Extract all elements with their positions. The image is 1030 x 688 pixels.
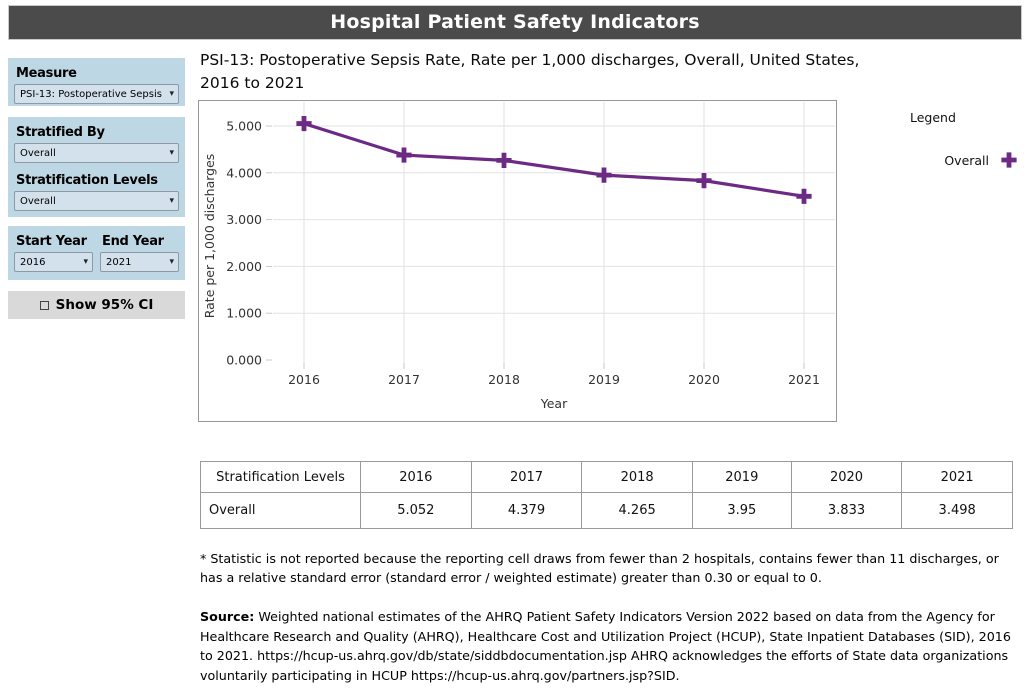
svg-text:2018: 2018 [488, 372, 520, 387]
stratified-by-select-value: Overall [20, 147, 56, 159]
svg-text:0.000: 0.000 [226, 353, 262, 368]
table-header-cell: 2020 [790, 461, 903, 493]
svg-text:3.000: 3.000 [226, 212, 262, 227]
footnote: * Statistic is not reported because the … [200, 551, 999, 585]
show-ci-label: Show 95% CI [55, 297, 154, 313]
table-cell: 3.95 [691, 492, 792, 529]
table-header-cell: 2021 [901, 461, 1013, 493]
ci-checkbox[interactable] [39, 300, 49, 310]
legend: Legend Overall [893, 110, 1025, 169]
start-year-select[interactable]: 2016 ▾ [14, 252, 93, 272]
data-point-marker [796, 188, 812, 204]
table-header-cell: 2016 [360, 461, 472, 493]
chart-canvas: 2016 2017 2018 2019 2020 2021 0.000 1.000 2.000 3… [202, 102, 835, 411]
table-cell: 5.052 [360, 492, 472, 529]
svg-text:Year: Year [540, 396, 568, 411]
start-year-select-value: 2016 [20, 256, 46, 268]
legend-title: Legend [910, 110, 956, 125]
measure-label: Measure [16, 66, 77, 81]
stratified-by-label: Stratified By [16, 125, 105, 140]
table-cell: 3.833 [790, 492, 903, 529]
table-cell: 3.498 [901, 492, 1013, 529]
table-cell: Overall [200, 492, 361, 529]
measure-panel: Measure PSI-13: Postoperative Sepsis ...… [8, 58, 185, 106]
stratification-levels-select[interactable]: Overall ▾ [14, 191, 179, 211]
svg-text:2021: 2021 [788, 372, 820, 387]
app-title-bar: Hospital Patient Safety Indicators [8, 5, 1022, 40]
data-point-marker [396, 147, 412, 163]
data-point-marker [296, 115, 312, 132]
legend-item-overall: Overall [893, 151, 1025, 169]
svg-text:2020: 2020 [688, 372, 720, 387]
plus-marker [1001, 152, 1017, 168]
source-text: Weighted national estimates of the AHRQ … [200, 609, 1011, 683]
end-year-select-value: 2021 [106, 256, 132, 268]
table-header-row: Stratification Levels 2016 2017 2018 2019 202… [200, 461, 1013, 493]
years-panel: Start Year End Year 2016 ▾ 2021 ▾ [8, 226, 185, 280]
svg-text:2016: 2016 [288, 372, 320, 387]
source-note: Source: Weighted national estimates of t… [200, 607, 1022, 685]
table-header-cell: 2017 [470, 461, 583, 493]
svg-text:4.000: 4.000 [226, 165, 262, 180]
stratified-by-select[interactable]: Overall ▾ [14, 143, 179, 163]
table-row: Overall 5.052 4.379 4.265 3.95 3.833 3.498 [200, 492, 1013, 529]
table-header-cell: 2018 [581, 461, 693, 493]
end-year-select[interactable]: 2021 ▾ [100, 252, 179, 272]
legend-item-label: Overall [944, 152, 989, 168]
series-line [303, 122, 805, 198]
line-chart: 2016 2017 2018 2019 2020 2021 0.000 1.000 2.000 3… [198, 100, 837, 422]
svg-text:Rate per 1,000 discharges: Rate per 1,000 discharges [202, 154, 217, 319]
data-table: Stratification Levels 2016 2017 2018 2019 202… [200, 461, 1013, 529]
end-year-label: End Year [102, 234, 164, 249]
data-point-marker [696, 173, 712, 189]
source-label: Source: [200, 609, 255, 624]
plus-marker-icon [1001, 152, 1017, 168]
chevron-down-icon: ▾ [169, 256, 174, 267]
app-title: Hospital Patient Safety Indicators [330, 11, 700, 33]
stratification-panel: Stratified By Overall ▾ Stratification L… [8, 117, 185, 217]
svg-text:5.000: 5.000 [226, 119, 262, 134]
svg-text:1.000: 1.000 [226, 306, 262, 321]
chart-title: PSI-13: Postoperative Sepsis Rate, Rate … [200, 51, 860, 92]
table-header-cell: Stratification Levels [200, 461, 361, 493]
start-year-label: Start Year [16, 234, 87, 249]
table-cell: 4.265 [581, 492, 693, 529]
svg-text:2017: 2017 [388, 372, 420, 387]
chevron-down-icon: ▾ [169, 88, 174, 99]
data-point-marker [596, 167, 612, 183]
chevron-down-icon: ▾ [83, 256, 88, 267]
svg-text:2019: 2019 [588, 372, 620, 387]
stratification-levels-select-value: Overall [20, 195, 56, 207]
measure-select-value: PSI-13: Postoperative Sepsis ... [20, 88, 164, 100]
show-ci-button[interactable]: Show 95% CI [8, 291, 185, 319]
svg-text:2.000: 2.000 [226, 259, 262, 274]
chevron-down-icon: ▾ [169, 147, 174, 158]
stratification-levels-label: Stratification Levels [16, 173, 158, 188]
chevron-down-icon: ▾ [169, 195, 174, 206]
table-cell: 4.379 [470, 492, 583, 529]
table-header-cell: 2019 [691, 461, 792, 493]
measure-select[interactable]: PSI-13: Postoperative Sepsis ... ▾ [14, 84, 179, 104]
data-point-marker [496, 152, 512, 168]
